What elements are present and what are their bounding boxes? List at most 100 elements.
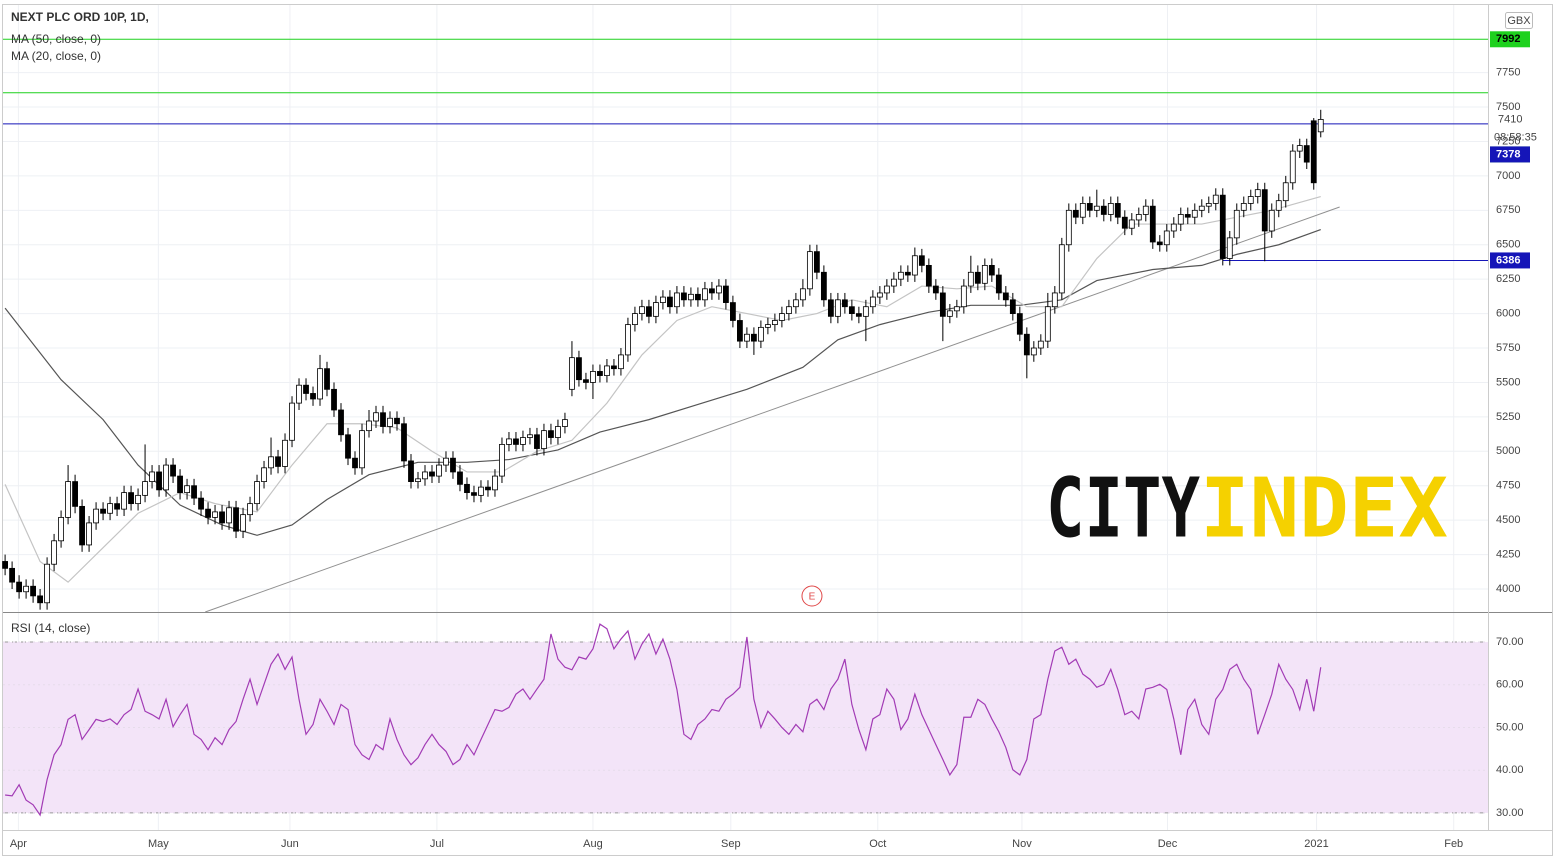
y-tick-label: 4500 — [1496, 514, 1520, 526]
candle-body — [492, 475, 498, 491]
candle-body — [897, 271, 904, 280]
candle-body — [1107, 203, 1114, 215]
candle-body — [737, 320, 743, 342]
candle-body — [1247, 196, 1254, 204]
rsi-title: RSI (14, close) — [11, 621, 90, 635]
candle-body — [792, 299, 799, 308]
candle-body — [471, 492, 477, 496]
candle-body — [1100, 205, 1107, 215]
candle-body — [946, 310, 953, 317]
x-tick-label: Nov — [1012, 838, 1032, 850]
candle-body — [1275, 200, 1282, 211]
candle-body — [604, 365, 610, 376]
candle-body — [813, 251, 820, 273]
level-label: 7992 — [1496, 33, 1520, 45]
candle-body — [716, 285, 722, 294]
rsi-band — [3, 642, 1488, 813]
candle-body — [16, 581, 22, 593]
candle-body — [513, 438, 519, 445]
candle-body — [464, 483, 470, 494]
candle-body — [576, 357, 582, 381]
candle-body — [415, 478, 421, 482]
candle-body — [904, 271, 911, 276]
candle-body — [184, 485, 190, 494]
candle-body — [981, 264, 988, 284]
candle-body — [1002, 292, 1009, 301]
candle-body — [1261, 189, 1268, 232]
candle-body — [1030, 347, 1037, 356]
candle-body — [1268, 209, 1275, 232]
candle-body — [51, 540, 57, 565]
candle-body — [219, 511, 225, 524]
candle-body — [974, 271, 981, 284]
x-tick-label: May — [148, 838, 169, 850]
candle-body — [191, 485, 197, 499]
y-tick-label: 5750 — [1496, 342, 1520, 354]
y-tick-label: 7500 — [1496, 101, 1520, 113]
candle-body — [261, 467, 267, 482]
candle-body — [1310, 120, 1317, 184]
candle-body — [681, 292, 687, 301]
candle-body — [86, 522, 92, 546]
candle-body — [1289, 150, 1296, 184]
x-tick-label: 2021 — [1304, 838, 1328, 850]
candle-body — [688, 293, 694, 301]
candle-body — [848, 306, 855, 314]
candle-body — [1086, 203, 1093, 211]
candle-body — [275, 456, 281, 467]
currency-box — [1505, 12, 1533, 29]
candle-body — [233, 507, 239, 532]
candle-body — [932, 285, 939, 294]
candle-body — [750, 333, 757, 342]
candle-body — [1121, 216, 1128, 229]
y-tick-label: 7250 — [1496, 135, 1520, 147]
candle-body — [366, 420, 372, 432]
candle-body — [429, 471, 435, 477]
level-label-box — [1490, 146, 1530, 163]
rsi-tick-label: 60.00 — [1496, 679, 1524, 691]
candle-body — [876, 292, 883, 298]
candle-body — [1212, 194, 1219, 204]
candle-body — [841, 299, 848, 308]
y-tick-label: 4250 — [1496, 548, 1520, 560]
candle-body — [478, 486, 484, 496]
candle-body — [58, 516, 64, 542]
candle-body — [702, 288, 708, 301]
y-tick-label: 7000 — [1496, 170, 1520, 182]
candle-body — [869, 296, 876, 308]
candle-body — [611, 365, 617, 370]
level-label: 6386 — [1496, 254, 1520, 266]
candle-body — [443, 457, 449, 466]
candle-body — [855, 313, 862, 317]
x-tick-label: Oct — [869, 838, 886, 850]
candle-body — [198, 497, 204, 510]
candle-body — [541, 430, 547, 449]
candle-body — [1177, 214, 1184, 225]
candle-body — [121, 492, 127, 510]
candle-body — [834, 299, 841, 317]
candle-body — [37, 595, 43, 604]
candle-body — [436, 464, 442, 477]
candle-body — [268, 456, 274, 469]
candle-body — [303, 384, 309, 394]
candle-body — [9, 567, 15, 583]
x-tick-label: Sep — [721, 838, 741, 850]
candle-body — [639, 306, 645, 314]
candle-body — [1142, 205, 1149, 215]
rsi-tick-label: 30.00 — [1496, 807, 1524, 819]
candle-body — [114, 503, 120, 510]
candle-body — [988, 264, 995, 276]
candle-body — [597, 371, 603, 376]
watermark: INDEX — [1200, 461, 1448, 556]
candle-body — [30, 585, 36, 597]
candle-body — [79, 505, 85, 546]
candle-body — [506, 438, 512, 445]
candle-body — [1163, 230, 1170, 246]
candle-body — [380, 412, 386, 427]
candle-body — [820, 271, 827, 301]
last-price-label: 7410 — [1498, 113, 1522, 125]
candle-body — [296, 384, 302, 404]
currency: GBX — [1507, 15, 1531, 27]
candle-body — [1114, 203, 1121, 218]
candle-body — [709, 288, 715, 294]
